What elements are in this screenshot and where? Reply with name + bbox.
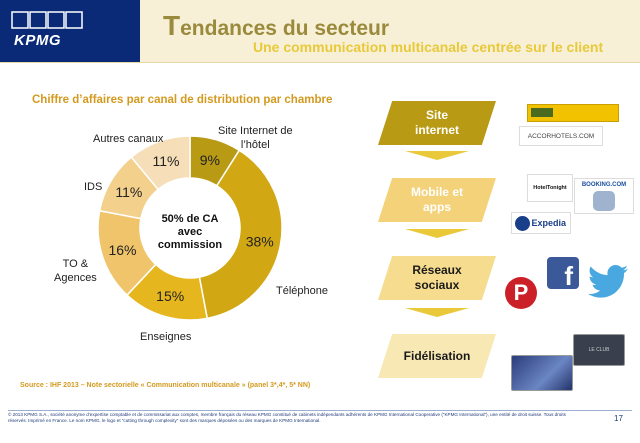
hotel-website-banner: [527, 104, 619, 122]
donut-chart: 9% 38% 15% 16% 11% 11%: [97, 135, 283, 321]
label-site-internet: Site Internet de l’hôtel: [218, 124, 293, 152]
channel-mobile-line2: apps: [422, 200, 451, 214]
label-to-agences: TO & Agences: [54, 257, 97, 285]
expedia-logo: Expedia: [511, 212, 571, 234]
donut-slice-1: [198, 149, 283, 320]
expedia-plane-icon: [515, 216, 530, 231]
kpmg-logo-box: KPMG: [0, 0, 140, 62]
label-site-internet-line2: l’hôtel: [240, 139, 270, 151]
donut-slice-5: [130, 135, 191, 191]
channel-reseaux-sociaux: Réseaux sociaux: [378, 256, 496, 300]
label-enseignes: Enseignes: [140, 331, 192, 343]
footer-legal: © 2013 KPMG S.A., société anonyme d’expe…: [8, 412, 566, 423]
label-to-agences-line2: Agences: [54, 272, 97, 284]
twitter-bird-icon: [588, 265, 628, 298]
chart-title: Chiffre d’affaires par canal de distribu…: [32, 94, 333, 106]
channel-mobile-line1: Mobile et: [410, 185, 463, 199]
footer-divider: [8, 410, 632, 411]
page-subtitle: Une communication multicanale centrée su…: [253, 39, 604, 55]
donut-value-label-3: 16%: [108, 242, 136, 258]
arrow-down-1: [405, 151, 469, 160]
facebook-icon: f: [547, 257, 579, 289]
source-note: Source : IHF 2013 – Note sectorielle « C…: [20, 382, 311, 389]
label-ids: IDS: [84, 181, 103, 193]
donut-value-label-1: 38%: [246, 233, 274, 249]
channel-site-internet-line2: internet: [414, 123, 459, 137]
hoteltonight-logo: HotelTonight: [527, 174, 573, 202]
loyalty-card-image: [511, 355, 573, 391]
channel-fidelisation-label: Fidélisation: [403, 348, 471, 363]
page-number: 17: [614, 414, 623, 423]
loyalty-club-card: LE CLUB: [573, 334, 625, 366]
booking-logo: BOOKING.COM: [574, 178, 634, 214]
kpmg-logo-squares: [11, 11, 83, 29]
label-telephone: Téléphone: [276, 285, 328, 297]
booking-app-icon: [593, 191, 615, 211]
channel-reseaux-line1: Réseaux: [412, 263, 462, 277]
channel-mobile-apps: Mobile et apps: [378, 178, 496, 222]
page-title: Tendances du secteur: [163, 10, 389, 42]
title-initial: T: [163, 10, 181, 41]
channel-site-internet-line1: Site: [425, 108, 448, 122]
channel-site-internet: Site internet: [378, 101, 496, 145]
donut-value-label-4: 11%: [115, 184, 142, 200]
label-to-agences-line1: TO &: [62, 258, 89, 270]
donut-value-label-2: 15%: [156, 288, 184, 304]
channel-fidelisation: Fidélisation: [378, 334, 496, 378]
donut-value-label-5: 11%: [152, 153, 179, 169]
kpmg-logo-text: KPMG: [14, 32, 61, 49]
label-site-internet-line1: Site Internet de: [218, 125, 293, 137]
label-autres-canaux: Autres canaux: [93, 133, 164, 145]
donut-value-label-0: 9%: [200, 152, 220, 168]
pinterest-icon: P: [505, 277, 537, 309]
channel-reseaux-line2: sociaux: [414, 278, 460, 292]
arrow-down-3: [405, 308, 469, 317]
donut-center-label: 50% de CA avec commission: [157, 213, 223, 251]
arrow-down-2: [405, 229, 469, 238]
title-rest: endances du secteur: [180, 17, 390, 40]
accorhotels-logo: ACCORHOTELS.COM: [519, 126, 603, 146]
